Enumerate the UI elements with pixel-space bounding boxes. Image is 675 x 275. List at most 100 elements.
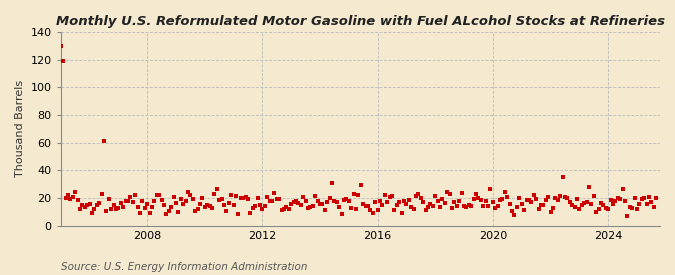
Point xyxy=(399,199,410,204)
Point xyxy=(353,193,364,197)
Point xyxy=(101,208,112,213)
Point xyxy=(492,204,503,208)
Point xyxy=(415,196,426,200)
Point xyxy=(605,198,616,203)
Point xyxy=(456,191,467,195)
Point xyxy=(572,196,583,201)
Point xyxy=(166,205,177,210)
Point xyxy=(233,211,244,216)
Point xyxy=(624,205,635,209)
Point xyxy=(447,205,458,210)
Point xyxy=(370,200,381,204)
Point xyxy=(404,198,414,202)
Point xyxy=(159,203,169,207)
Point xyxy=(94,201,105,205)
Point xyxy=(204,204,215,208)
Point xyxy=(168,195,179,199)
Point xyxy=(464,203,475,207)
Point xyxy=(82,202,92,207)
Point xyxy=(581,200,592,204)
Point xyxy=(423,205,433,209)
Point xyxy=(171,201,182,206)
Point xyxy=(219,203,230,207)
Point xyxy=(562,196,572,200)
Point xyxy=(540,198,551,202)
Point xyxy=(307,204,318,208)
Point xyxy=(313,199,323,204)
Point xyxy=(413,192,424,196)
Point xyxy=(612,196,623,200)
Point xyxy=(629,196,640,200)
Point xyxy=(646,200,657,204)
Point xyxy=(216,197,227,201)
Point xyxy=(576,203,587,207)
Point xyxy=(356,183,367,187)
Point xyxy=(55,44,66,48)
Point xyxy=(454,199,464,203)
Point xyxy=(84,202,95,206)
Point xyxy=(60,196,71,200)
Point xyxy=(622,214,632,219)
Point xyxy=(595,200,606,205)
Point xyxy=(296,203,306,207)
Point xyxy=(365,208,376,213)
Point xyxy=(192,207,203,211)
Point xyxy=(276,208,287,212)
Point xyxy=(524,198,535,203)
Point xyxy=(65,197,76,202)
Point xyxy=(521,198,532,202)
Point xyxy=(180,199,191,204)
Point xyxy=(310,194,321,198)
Point xyxy=(286,202,296,206)
Point xyxy=(564,200,575,204)
Point xyxy=(238,196,248,200)
Point xyxy=(117,204,128,209)
Point xyxy=(518,208,529,212)
Point xyxy=(236,196,246,200)
Point xyxy=(600,205,611,210)
Point xyxy=(231,194,242,198)
Y-axis label: Thousand Barrels: Thousand Barrels xyxy=(15,80,25,177)
Point xyxy=(533,207,544,211)
Point xyxy=(529,192,539,197)
Point xyxy=(620,199,630,203)
Point xyxy=(72,198,83,202)
Point xyxy=(132,204,143,209)
Point xyxy=(437,197,448,201)
Point xyxy=(504,202,515,206)
Point xyxy=(574,207,585,211)
Point xyxy=(156,198,167,202)
Point xyxy=(144,211,155,215)
Point xyxy=(396,211,407,215)
Point xyxy=(113,205,124,210)
Point xyxy=(495,198,506,202)
Point xyxy=(341,197,352,201)
Point xyxy=(639,196,649,200)
Point xyxy=(151,192,162,197)
Point xyxy=(603,206,614,211)
Point xyxy=(387,193,398,198)
Point xyxy=(543,195,554,199)
Point xyxy=(586,202,597,207)
Point xyxy=(130,192,140,197)
Point xyxy=(223,201,234,205)
Point xyxy=(432,199,443,204)
Point xyxy=(257,207,268,211)
Point xyxy=(264,199,275,203)
Point xyxy=(475,197,486,202)
Point xyxy=(139,206,150,210)
Point xyxy=(267,199,277,203)
Point xyxy=(269,191,280,195)
Point xyxy=(185,192,196,197)
Point xyxy=(531,197,541,202)
Point xyxy=(68,194,78,199)
Point xyxy=(348,192,359,196)
Point xyxy=(319,208,330,213)
Point xyxy=(430,194,441,198)
Point xyxy=(178,202,188,207)
Point xyxy=(468,196,479,201)
Point xyxy=(252,196,263,200)
Point xyxy=(240,195,251,199)
Point xyxy=(637,196,647,201)
Point xyxy=(421,208,431,212)
